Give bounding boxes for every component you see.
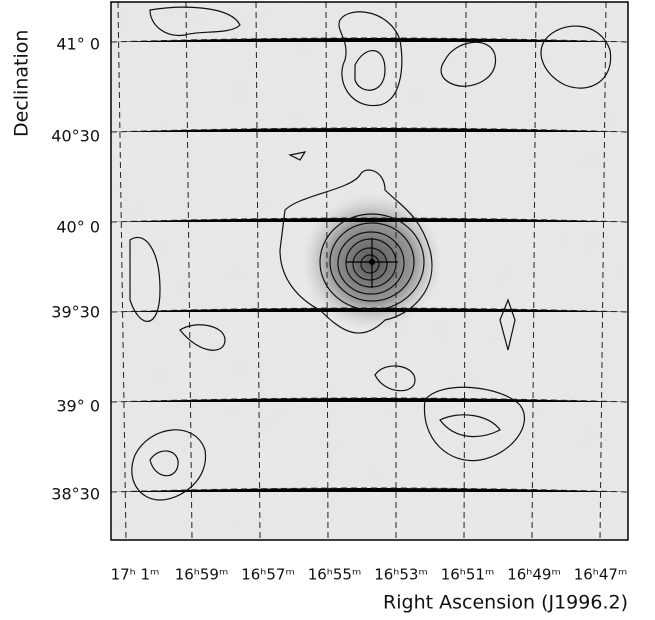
contours	[129, 6, 612, 501]
y-tick-label: 39° 0	[56, 397, 100, 416]
x-tick-label: 16ʰ47ᵐ	[574, 566, 628, 584]
x-tick-label: 16ʰ53ᵐ	[374, 566, 428, 584]
y-tick-label: 40° 0	[56, 218, 100, 237]
x-tick-label: 17ʰ 1ᵐ	[111, 566, 160, 584]
y-tick-label: 40°30	[51, 127, 100, 146]
x-tick-label: 16ʰ57ᵐ	[241, 566, 295, 584]
sky-image	[111, 2, 628, 540]
x-tick-label: 16ʰ49ᵐ	[507, 566, 561, 584]
x-tick-label: 16ʰ59ᵐ	[175, 566, 229, 584]
grid	[110, 1, 629, 541]
y-tick-label: 41° 0	[56, 35, 100, 54]
x-ticks: 17ʰ 1ᵐ 16ʰ59ᵐ 16ʰ57ᵐ 16ʰ55ᵐ 16ʰ53ᵐ 16ʰ51ᵐ 16ʰ4…	[111, 566, 628, 584]
x-tick-label: 16ʰ51ᵐ	[441, 566, 495, 584]
plot-frame	[110, 1, 629, 541]
y-axis-label: Declination	[11, 30, 33, 137]
y-ticks: 41° 0 40°30 40° 0 39°30 39° 0 38°30	[51, 35, 100, 504]
x-tick-label: 16ʰ55ᵐ	[308, 566, 362, 584]
x-axis-label: Right Ascension (J1996.2)	[383, 592, 628, 614]
y-tick-label: 39°30	[51, 303, 100, 322]
source-marker	[346, 238, 398, 288]
y-tick-label: 38°30	[51, 485, 100, 504]
